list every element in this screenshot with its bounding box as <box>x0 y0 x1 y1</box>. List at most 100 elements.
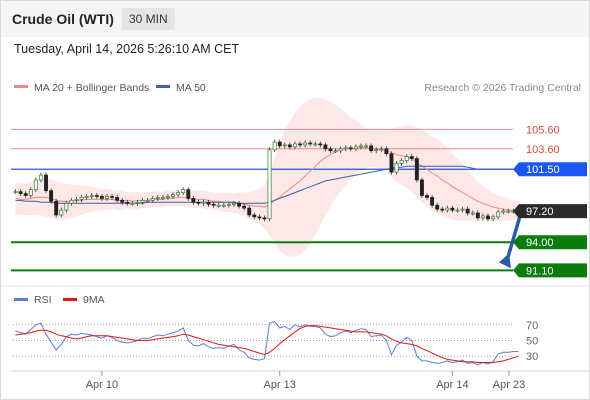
candle-body <box>313 143 318 146</box>
rsi-level-label: 30 <box>526 351 538 363</box>
candle-body <box>389 153 394 173</box>
ma20-line <box>15 147 519 212</box>
candle-body <box>49 190 54 202</box>
candle-body <box>252 214 257 218</box>
rsi-panel: 70 50 30 <box>13 320 538 366</box>
candle-body <box>99 196 104 199</box>
candle-body <box>237 202 242 207</box>
candle-body <box>74 199 79 201</box>
candle-body <box>445 207 450 211</box>
candle-body <box>272 141 277 151</box>
candle-body <box>59 209 64 216</box>
last-price-tag <box>513 204 587 219</box>
candle-body <box>491 216 496 220</box>
instrument-title: Crude Oil (WTI) <box>12 11 114 27</box>
level-lines <box>11 128 519 272</box>
rsi-level-label: 50 <box>526 336 538 348</box>
candle-body <box>486 215 490 220</box>
candle-body <box>399 160 404 164</box>
forecast-arrow-shaft <box>505 210 524 261</box>
candle-body <box>374 149 379 152</box>
candle-body <box>110 196 115 198</box>
pivot-label: 101.50 <box>526 164 560 176</box>
candle-body <box>369 145 374 152</box>
candle-body <box>328 148 333 152</box>
timeframe-button[interactable]: 30 MIN <box>122 8 175 30</box>
x-tick-label: Apr 13 <box>263 379 295 391</box>
candle-body <box>186 189 191 199</box>
candle-body <box>64 202 69 211</box>
candle-body <box>404 156 409 161</box>
x-tick-label: Apr 14 <box>436 379 468 391</box>
candle-body <box>135 201 140 204</box>
candle-body <box>450 207 455 211</box>
candle-body <box>84 196 89 198</box>
price-candles <box>13 139 521 222</box>
support-price-tag <box>513 263 587 278</box>
x-tick-label: Apr 10 <box>86 379 118 391</box>
rsi-legend-label: RSI <box>34 294 52 306</box>
forecast-arrow-head <box>499 253 511 269</box>
ma20-legend-label: MA 20 + Bollinger Bands <box>34 82 149 94</box>
candle-body <box>160 197 165 199</box>
candle-body <box>359 145 363 148</box>
rsi-ma-legend-label: 9MA <box>83 294 105 306</box>
candle-body <box>414 158 419 181</box>
candle-body <box>171 194 175 197</box>
candle-body <box>130 202 135 205</box>
header-bar: Crude Oil (WTI) 30 MIN <box>1 1 589 37</box>
candle-body <box>120 200 125 203</box>
candle-body <box>287 144 292 148</box>
support-label: 94.00 <box>526 237 554 249</box>
candle-body <box>455 209 460 212</box>
candle-body <box>176 192 181 195</box>
candle-body <box>115 197 120 201</box>
candle-body <box>333 150 338 153</box>
candle-body <box>262 217 267 220</box>
candle-body <box>409 156 414 159</box>
pivot-price-tag <box>513 162 587 177</box>
rsi-ma-line <box>15 325 519 363</box>
research-credit: Research © 2026 Trading Central <box>424 82 581 94</box>
candle-body <box>79 197 84 200</box>
candle-body <box>506 210 511 213</box>
candle-body <box>277 141 282 147</box>
candle-body <box>33 179 38 191</box>
candle-body <box>323 144 328 150</box>
ma50-legend-swatch <box>156 85 170 88</box>
candle-body <box>38 174 43 181</box>
candle-body <box>318 143 323 146</box>
candle-body <box>216 204 221 207</box>
candle-body <box>125 201 130 204</box>
candle-body <box>140 200 145 203</box>
candle-body <box>257 216 262 219</box>
candle-body <box>384 148 389 155</box>
candle-body <box>191 198 196 203</box>
candle-body <box>69 200 74 204</box>
candle-body <box>292 143 297 148</box>
candle-body <box>475 212 480 219</box>
candle-body <box>480 215 485 219</box>
forecast-arrow <box>499 210 524 269</box>
x-axis-ticks: Apr 10 Apr 13 Apr 14 Apr 23 <box>86 371 525 391</box>
candle-body <box>419 179 424 196</box>
rsi-ma-legend-swatch <box>63 298 77 301</box>
candle-body <box>435 204 440 210</box>
candle-body <box>28 189 33 196</box>
candle-body <box>242 205 247 209</box>
candle-body <box>338 148 343 152</box>
candle-body <box>155 197 160 199</box>
bollinger-band-area <box>15 98 519 257</box>
candle-body <box>145 200 150 202</box>
candle-body <box>425 195 429 198</box>
candle-body <box>181 189 186 193</box>
moving-averages <box>15 147 519 212</box>
candle-body <box>282 144 287 147</box>
candle-body <box>226 203 231 206</box>
candle-body <box>206 201 211 205</box>
level-labels: 105.60 103.60 101.50 97.20 94.00 91.10 <box>513 124 587 278</box>
ma50-legend-label: MA 50 <box>176 82 206 94</box>
candle-body <box>303 142 308 146</box>
candle-body <box>440 208 445 211</box>
